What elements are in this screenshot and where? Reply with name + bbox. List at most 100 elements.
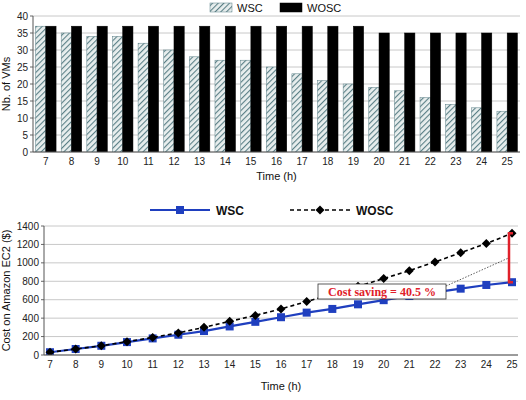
x-tick-label: 14	[224, 359, 236, 370]
bar	[302, 26, 312, 152]
bar	[225, 26, 235, 152]
bar	[482, 33, 492, 152]
y-axis	[33, 16, 34, 152]
x-tick-label: 19	[348, 156, 360, 167]
annotation-leader	[446, 258, 509, 286]
marker	[200, 323, 209, 332]
y-tick-label: 0	[33, 350, 39, 361]
bar	[123, 26, 133, 152]
bar	[379, 33, 389, 152]
y-tick-label: 40	[17, 11, 29, 22]
x-tick-label: 10	[121, 359, 133, 370]
bar	[266, 67, 276, 152]
chart-line: 0200400600800100012001400789101112131415…	[0, 204, 518, 393]
y-tick-label: 1000	[17, 257, 40, 268]
bar	[71, 26, 81, 152]
x-tick-label: 13	[194, 156, 206, 167]
legend-item: WSC	[150, 204, 244, 218]
x-tick-label: 16	[271, 156, 283, 167]
bar	[507, 33, 517, 152]
series-line	[50, 233, 512, 352]
chart-bar: 0510152025303540789101112131415161718192…	[0, 2, 520, 183]
x-tick-label: 21	[404, 359, 416, 370]
grid-line	[44, 281, 518, 282]
marker	[379, 274, 388, 283]
marker	[97, 342, 105, 350]
y-tick-label: 200	[22, 331, 39, 342]
y-tick-label: 25	[17, 62, 29, 73]
bar	[292, 74, 302, 152]
bar	[328, 26, 338, 152]
marker	[123, 337, 132, 346]
annotation-text: Cost saving = 40.5 %	[328, 285, 436, 299]
x-tick-label: 9	[99, 359, 105, 370]
legend-marker	[176, 206, 184, 214]
bar	[394, 91, 404, 152]
x-tick-label: 24	[481, 359, 493, 370]
figure: 0510152025303540789101112131415161718192…	[0, 0, 526, 400]
x-tick-label: 11	[143, 156, 154, 167]
x-tick-label: 17	[301, 359, 313, 370]
legend-label: WSC	[216, 204, 244, 218]
x-tick-label: 13	[198, 359, 210, 370]
grid-line	[33, 16, 520, 17]
x-tick-label: 11	[147, 359, 158, 370]
bar	[61, 33, 71, 152]
x-tick-label: 9	[94, 156, 100, 167]
y-tick-label: 30	[17, 45, 29, 56]
grid-line	[44, 299, 518, 300]
bar	[112, 36, 122, 152]
x-axis-label: Time (h)	[256, 170, 297, 182]
y-tick-label: 1200	[17, 239, 40, 250]
x-axis-label: Time (h)	[261, 380, 302, 392]
bar	[87, 36, 97, 152]
grid-line	[44, 226, 518, 227]
bar	[343, 84, 353, 152]
grid-line	[44, 336, 518, 337]
y-tick-label: 400	[22, 313, 39, 324]
x-tick-label: 25	[502, 156, 514, 167]
marker	[251, 311, 260, 320]
x-axis	[44, 355, 518, 356]
marker	[71, 345, 80, 354]
grid-line	[33, 152, 520, 153]
marker	[148, 333, 157, 342]
legend-marker	[316, 206, 325, 215]
marker	[72, 345, 80, 353]
bar	[174, 26, 184, 152]
marker	[457, 285, 465, 293]
y-tick-label: 800	[22, 276, 39, 287]
legend-label: WOSC	[356, 204, 394, 218]
bar	[189, 57, 199, 152]
x-tick-label: 20	[378, 359, 390, 370]
x-tick-label: 17	[297, 156, 309, 167]
x-tick-label: 20	[373, 156, 385, 167]
legend-item: WSC	[210, 2, 263, 14]
marker	[456, 248, 465, 257]
marker	[328, 305, 336, 313]
y-tick-label: 35	[17, 28, 29, 39]
legend-item: WOSC	[280, 2, 341, 14]
saving-bracket	[509, 233, 513, 282]
y-axis-label: Nb. of VMs	[0, 56, 12, 111]
legend-label: WSC	[237, 2, 263, 14]
bar	[446, 104, 456, 152]
y-tick-label: 10	[17, 113, 29, 124]
x-tick-label: 7	[43, 156, 49, 167]
marker	[123, 338, 131, 346]
marker	[46, 348, 55, 355]
grid-line	[44, 262, 518, 263]
x-tick-label: 12	[168, 156, 180, 167]
bar	[471, 108, 481, 152]
legend: WSC WOSC	[150, 204, 394, 218]
y-tick-label: 5	[22, 130, 28, 141]
bar	[36, 26, 46, 152]
bar	[405, 33, 415, 152]
x-tick-label: 21	[399, 156, 411, 167]
x-tick-label: 18	[322, 156, 334, 167]
legend-swatch	[280, 3, 302, 12]
x-tick-label: 7	[47, 359, 53, 370]
marker	[354, 300, 362, 308]
marker	[277, 304, 286, 313]
y-tick-label: 600	[22, 294, 39, 305]
